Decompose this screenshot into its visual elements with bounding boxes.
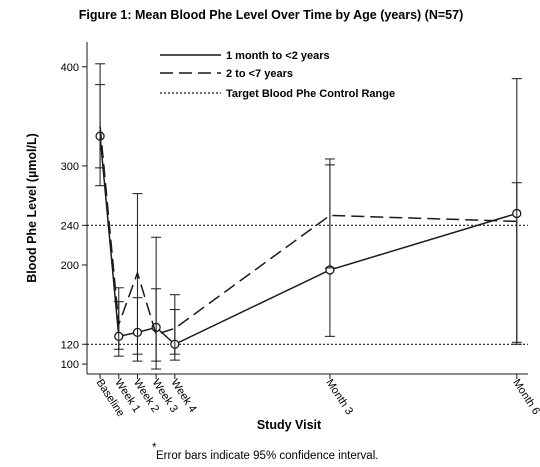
legend-label-target-range: Target Blood Phe Control Range bbox=[226, 88, 395, 100]
x-tick-label: Month 6 bbox=[510, 377, 540, 417]
footnote: Error bars indicate 95% confidence inter… bbox=[156, 450, 378, 462]
legend-label-series-2: 2 to <7 years bbox=[226, 68, 293, 80]
y-tick-label: 240 bbox=[61, 220, 79, 232]
footnote-marker: * bbox=[152, 442, 157, 454]
legend-label-series-1: 1 month to <2 years bbox=[226, 50, 330, 62]
y-tick-label: 100 bbox=[61, 359, 79, 371]
x-axis-label: Study Visit bbox=[257, 418, 322, 432]
legend: 1 month to <2 years 2 to <7 years Target… bbox=[160, 50, 395, 100]
chart-title: Figure 1: Mean Blood Phe Level Over Time… bbox=[79, 8, 464, 22]
x-tick-label: Month 3 bbox=[323, 377, 355, 417]
y-tick-label: 120 bbox=[61, 339, 79, 351]
series-line-2 bbox=[99, 126, 517, 336]
y-tick-label: 300 bbox=[61, 161, 79, 173]
y-tick-label: 400 bbox=[61, 62, 79, 74]
series-line-1 bbox=[99, 136, 518, 346]
y-tick-label: 200 bbox=[61, 260, 79, 272]
y-axis-label: Blood Phe Level (µmol/L) bbox=[25, 133, 39, 283]
